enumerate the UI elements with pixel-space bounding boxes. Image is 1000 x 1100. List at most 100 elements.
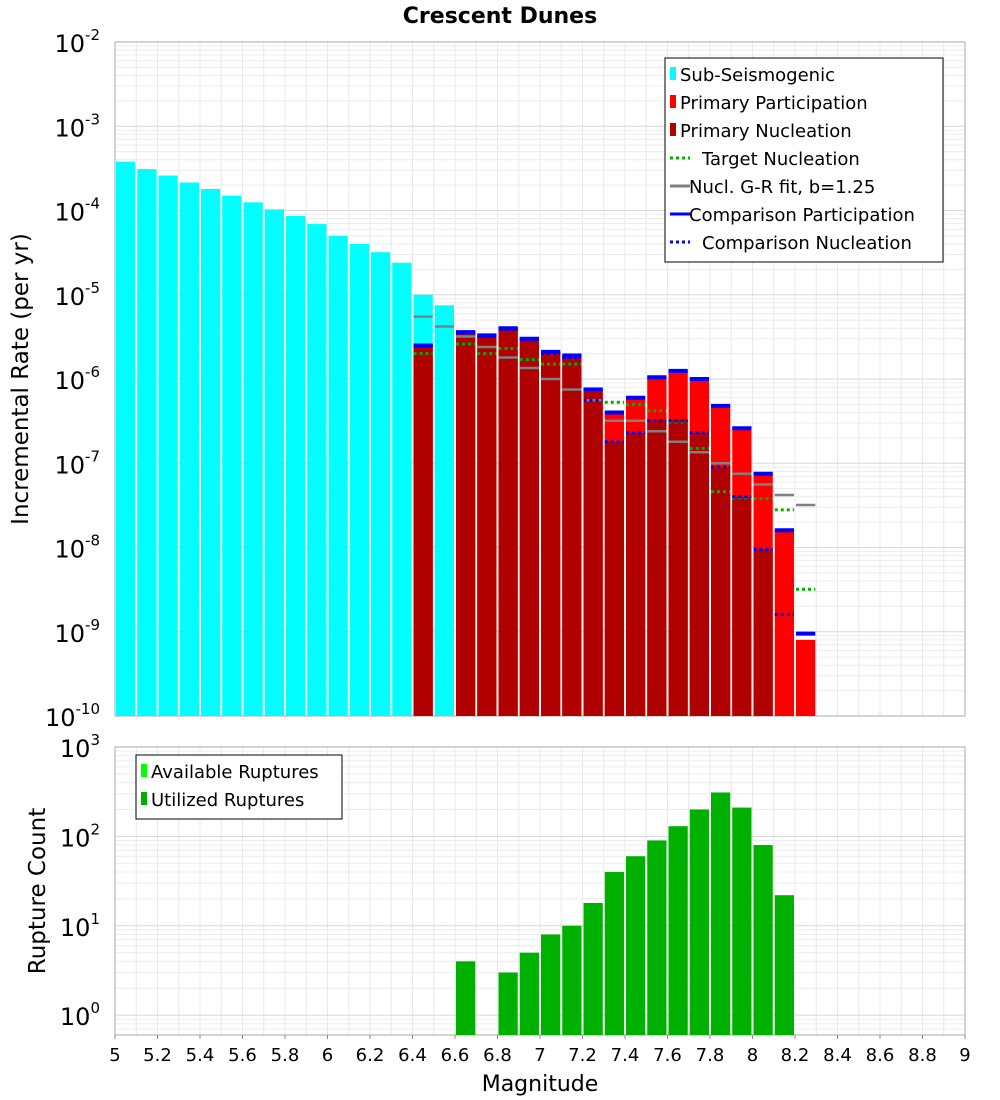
y-tick-label: 10-5 [54,279,100,311]
primary-nucleation-bar [456,333,476,716]
sub-seismogenic-bar [307,224,327,716]
x-tick-label: 5.8 [271,1045,300,1066]
y-tick-label: 10-8 [54,532,100,564]
primary-participation-bar [774,530,794,716]
legend-swatch [670,123,676,136]
x-tick-label: 8.4 [823,1045,852,1066]
sub-seismogenic-bar [434,305,454,716]
primary-nucleation-bar [647,419,667,716]
x-tick-label: 5.2 [143,1045,172,1066]
y-tick-base: 10 [54,30,85,58]
sub-seismogenic-bar [116,161,136,717]
sub-seismogenic-bar [179,182,199,716]
y-tick-exponent: 3 [90,731,100,749]
primary-nucleation-bar [477,336,497,716]
y-tick-exponent: -3 [85,110,100,128]
x-axis-label: Magnitude [482,1072,599,1097]
y-tick-exponent: -8 [85,532,100,550]
top-legend [664,57,944,263]
legend-label: Comparison Nucleation [702,233,912,254]
utilized-ruptures-bar [626,856,646,1035]
sub-seismogenic-bar [222,195,242,716]
legend-swatch [670,95,676,108]
x-tick-label: 7 [534,1045,545,1066]
x-tick-label: 6.4 [398,1045,427,1066]
x-tick-label: 9 [959,1045,970,1066]
primary-nucleation-bar [413,345,433,716]
primary-nucleation-bar [562,357,582,716]
utilized-ruptures-bar [647,840,667,1035]
legend-swatch [141,792,147,805]
x-tick-label: 7.4 [611,1045,640,1066]
legend-label: Nucl. G-R fit, b=1.25 [689,177,875,198]
y-tick-base: 10 [60,1003,91,1031]
y-tick-label: 10-6 [54,363,100,395]
y-axis-label: Incremental Rate (per yr) [8,233,34,525]
sub-seismogenic-bar [243,202,263,716]
x-tick-label: 7.8 [696,1045,725,1066]
chart-title: Crescent Dunes [403,4,597,29]
rate-plot: Crescent Dunes10-1010-910-810-710-610-51… [8,4,966,732]
utilized-ruptures-bar [456,961,476,1035]
utilized-ruptures-bar [519,952,539,1035]
y-tick-base: 10 [45,704,76,732]
sub-seismogenic-bar [158,175,178,716]
y-tick-label: 102 [60,820,100,852]
x-tick-label: 8.2 [781,1045,810,1066]
legend-label: Comparison Participation [689,205,915,226]
x-tick-label: 8.8 [908,1045,937,1066]
primary-nucleation-bar [498,329,518,716]
legend-swatch [670,67,676,80]
y-tick-label: 101 [60,910,100,942]
utilized-ruptures-bar [774,895,794,1035]
y-tick-base: 10 [60,735,91,763]
legend-label: Target Nucleation [701,149,860,170]
y-tick-base: 10 [54,367,85,395]
y-tick-label: 103 [60,731,100,763]
y-tick-exponent: 2 [90,820,100,838]
primary-nucleation-bar [732,496,752,716]
y-tick-exponent: -9 [85,616,100,634]
plot-border [114,41,966,717]
primary-participation-bar [796,639,816,716]
utilized-ruptures-bar [541,934,561,1035]
y-tick-label: 10-4 [54,195,100,227]
sub-seismogenic-bar [371,252,391,717]
y-tick-base: 10 [54,114,85,142]
utilized-ruptures-bar [668,826,688,1035]
y-tick-base: 10 [54,620,85,648]
x-tick-label: 5 [109,1045,120,1066]
x-tick-label: 5.6 [228,1045,257,1066]
primary-nucleation-bar [541,353,561,716]
x-tick-label: 6.6 [441,1045,470,1066]
x-tick-label: 8.6 [866,1045,895,1066]
y-tick-exponent: -6 [85,363,100,381]
legend-label: Utilized Ruptures [151,790,304,811]
utilized-ruptures-bar [583,902,603,1035]
y-tick-label: 10-10 [45,700,100,732]
legend-swatch [141,764,147,777]
y-tick-base: 10 [54,451,85,479]
y-tick-base: 10 [54,283,85,311]
utilized-ruptures-bar [498,972,518,1035]
y-axis-label: Rupture Count [25,808,51,974]
y-tick-label: 10-9 [54,616,100,648]
sub-seismogenic-bar [392,262,412,716]
x-tick-label: 7.6 [653,1045,682,1066]
x-tick-label: 6.2 [356,1045,385,1066]
utilized-ruptures-bar [732,807,752,1035]
y-tick-exponent: -7 [85,447,100,465]
y-tick-exponent: 1 [90,910,100,928]
y-tick-exponent: -5 [85,279,100,297]
y-tick-label: 10-3 [54,110,100,142]
x-tick-label: 6 [322,1045,333,1066]
primary-nucleation-bar [668,419,688,716]
utilized-ruptures-bar [562,925,582,1035]
utilized-ruptures-bar [689,809,709,1035]
y-tick-label: 10-2 [54,26,100,58]
x-tick-label: 5.4 [186,1045,215,1066]
sub-seismogenic-bar [328,235,348,717]
bottom-legend [135,754,343,820]
